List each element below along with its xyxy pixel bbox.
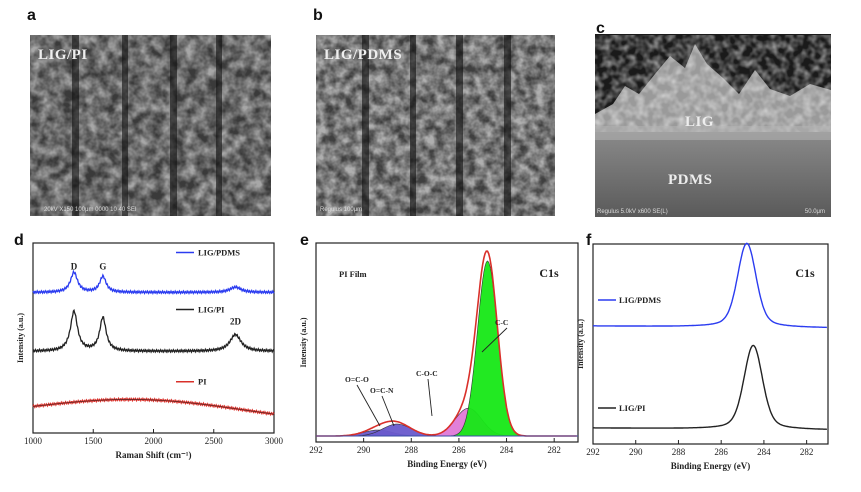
annotation-arrow-1: [381, 395, 395, 427]
x-tick-label-288: 288: [672, 447, 686, 457]
x-axis-label: Raman Shift (cm⁻¹): [116, 450, 192, 460]
sem-image-lig-pi: LIG/PI 20kV X150 100μm 0000 10 40 SEI: [30, 35, 271, 216]
series-line-lig-pdms: [32, 269, 275, 296]
plot-frame: [315, 242, 579, 443]
sem-footer-a: 20kV X150 100μm 0000 10 40 SEI: [44, 207, 137, 213]
sem-label-lig: LIG: [685, 114, 715, 130]
chart-xps-pi-film: 292 290 288 286 284 282 Binding Energy (eV) Int…: [299, 242, 579, 469]
series-line-lig-pdms: [593, 242, 827, 329]
sem-texture-b: [316, 35, 555, 216]
annotation-g: G: [99, 262, 106, 272]
x-tick-label-2000: 2000: [145, 436, 164, 446]
x-tick-label-288: 288: [405, 445, 419, 455]
annotation-arrow-3: [481, 327, 508, 353]
legend-label-1: LIG/PI: [198, 305, 225, 315]
legend-label-1: LIG/PI: [619, 403, 646, 413]
legend-label-0: LIG/PDMS: [619, 295, 661, 305]
x-tick-label-282: 282: [800, 447, 814, 457]
annotation-label-2: C-O-C: [416, 369, 438, 378]
plot-frame: [592, 243, 829, 445]
component-c-o-c: [316, 407, 578, 437]
chart-title: C1s: [539, 266, 559, 280]
sem-image-lig-pdms: LIG/PDMS Regulus 100μm: [316, 35, 555, 216]
x-tick-label-3000: 3000: [265, 436, 284, 446]
annotation-label-0: O=C-O: [345, 375, 369, 384]
x-axis-label: Binding Energy (eV): [671, 461, 751, 471]
x-tick-label-290: 290: [357, 445, 371, 455]
annotation-d: D: [71, 262, 78, 272]
panel-letter-a: a: [27, 7, 36, 24]
panel-letter-f: f: [586, 232, 592, 249]
y-axis-label: Intensity (a.u.): [16, 313, 25, 363]
inset-label: PI Film: [339, 269, 367, 279]
x-tick-label-292: 292: [586, 447, 600, 457]
panel-letter-c: c: [596, 20, 605, 37]
sem-label-lig-pi: LIG/PI: [38, 47, 88, 63]
series-line-lig-pi: [32, 308, 275, 354]
sem-label-lig-pdms: LIG/PDMS: [324, 47, 403, 63]
sem-texture-a: [30, 35, 271, 216]
x-tick-label-284: 284: [500, 445, 514, 455]
chart-title: C1s: [795, 266, 815, 280]
sem-texture-c: [595, 34, 831, 217]
x-tick-label-286: 286: [714, 447, 728, 457]
x-tick-label-1500: 1500: [84, 436, 103, 446]
sem-footer-b: Regulus 100μm: [320, 207, 363, 213]
legend-label-2: PI: [198, 377, 207, 387]
x-tick-label-290: 290: [629, 447, 643, 457]
series-line-pi-fit: [32, 399, 275, 415]
annotation-arrow-0: [356, 384, 381, 427]
x-tick-label-2500: 2500: [205, 436, 224, 446]
x-tick-label-292: 292: [309, 445, 323, 455]
component-c-c: [316, 260, 578, 437]
annotation-label-3: C-C: [495, 318, 508, 327]
x-axis-label: Binding Energy (eV): [407, 459, 487, 469]
x-tick-label-282: 282: [547, 445, 561, 455]
series-line-lig-pi: [593, 344, 827, 430]
annotation-label-1: O=C-N: [370, 386, 394, 395]
x-tick-label-284: 284: [757, 447, 771, 457]
x-tick-label-286: 286: [452, 445, 466, 455]
annotation-arrow-2: [427, 378, 433, 417]
sem-image-cross-section: LIG PDMS Regulus 5.0kV x600 SE(L) 50.0μm: [595, 34, 831, 217]
sem-label-pdms: PDMS: [668, 172, 713, 188]
y-axis-label: Intensity (a.u.): [299, 317, 308, 367]
chart-xps-c1s: 292 290 288 286 284 282 Binding Energy (eV) Int…: [576, 242, 829, 471]
sem-footer-c-right: 50.0μm: [804, 209, 825, 215]
panel-letter-d: d: [14, 232, 24, 249]
chart-raman: 1000 1500 2000 2500 3000 Raman Shift (cm⁻¹) In…: [16, 242, 284, 460]
legend-label-0: LIG/PDMS: [198, 248, 240, 258]
series-line-pi: [32, 396, 275, 417]
panel-letter-b: b: [313, 7, 323, 24]
panel-letter-e: e: [300, 232, 309, 249]
annotation-2d: 2D: [230, 317, 242, 327]
y-axis-label: Intensity (a.u.): [576, 319, 585, 369]
sem-footer-c-left: Regulus 5.0kV x600 SE(L): [597, 209, 668, 215]
x-tick-label-1000: 1000: [24, 436, 43, 446]
